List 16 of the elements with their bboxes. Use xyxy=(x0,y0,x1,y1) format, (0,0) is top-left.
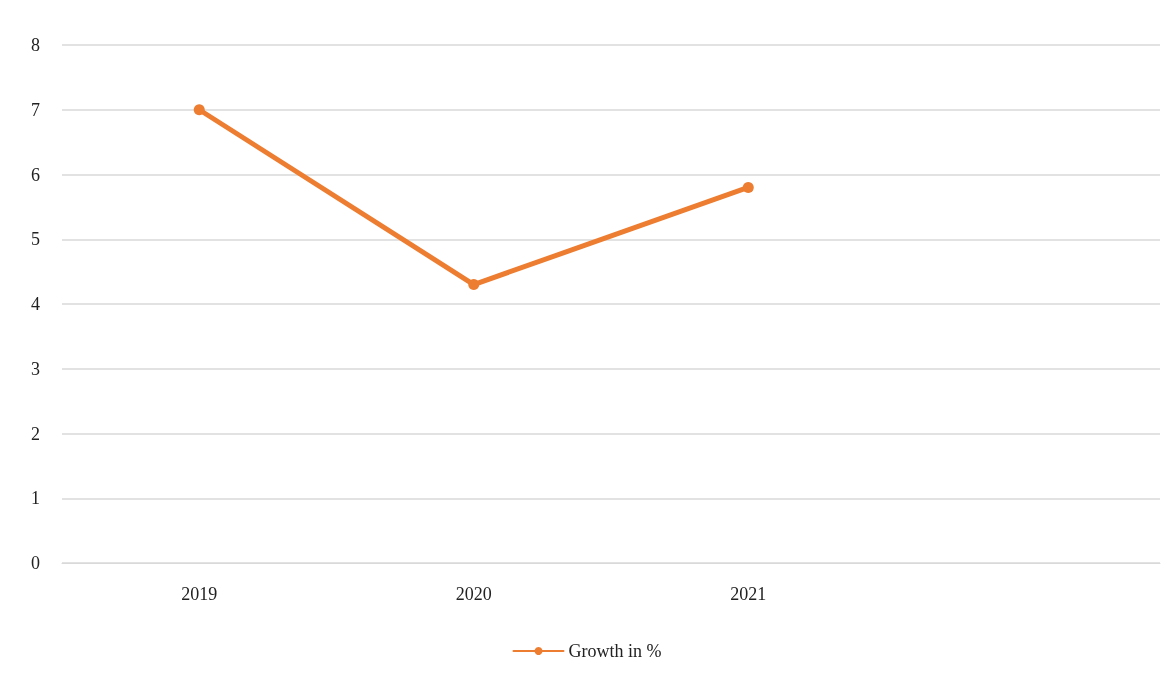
x-tick-label: 2021 xyxy=(730,584,767,604)
point xyxy=(742,181,754,193)
legend-label: Growth in % xyxy=(568,641,662,661)
point xyxy=(193,104,205,116)
x-tick-label: 2019 xyxy=(181,584,218,604)
x-tick-label: 2020 xyxy=(455,584,492,604)
y-tick-label: 1 xyxy=(31,488,40,509)
y-tick-label: 0 xyxy=(31,553,40,573)
y-tick-label: 6 xyxy=(31,164,40,185)
y-tick-label: 5 xyxy=(31,229,40,250)
point xyxy=(468,279,480,291)
y-tick-label: 3 xyxy=(31,358,40,379)
y-tick-label: 2 xyxy=(31,423,40,444)
y-tick-label: 4 xyxy=(31,294,40,314)
y-tick-label: 8 xyxy=(31,35,40,55)
y-tick-label: 7 xyxy=(31,99,40,120)
